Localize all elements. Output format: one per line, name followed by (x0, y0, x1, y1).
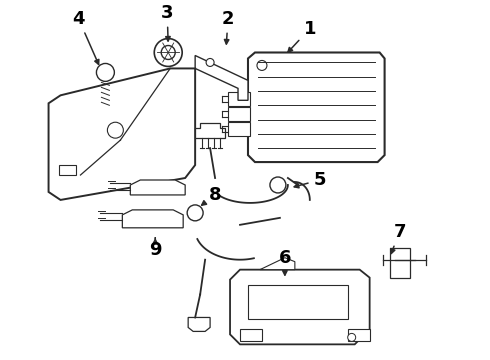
Text: 2: 2 (222, 10, 234, 44)
Circle shape (97, 63, 114, 81)
Circle shape (161, 45, 175, 59)
Polygon shape (248, 285, 348, 319)
Polygon shape (49, 68, 195, 200)
Bar (228, 107, 250, 121)
Bar (348, 329, 369, 341)
Polygon shape (195, 55, 248, 100)
Bar (240, 329, 262, 341)
Circle shape (270, 177, 286, 193)
Polygon shape (188, 318, 210, 332)
Bar (228, 92, 250, 106)
Bar (228, 122, 250, 136)
Bar (390, 248, 410, 278)
Text: 6: 6 (279, 249, 291, 275)
Text: 9: 9 (149, 238, 162, 259)
Circle shape (107, 122, 123, 138)
Text: 3: 3 (161, 4, 173, 41)
Polygon shape (230, 270, 369, 345)
Text: 5: 5 (294, 171, 326, 189)
Circle shape (187, 205, 203, 221)
Polygon shape (195, 123, 225, 138)
Circle shape (257, 60, 267, 71)
Polygon shape (260, 258, 295, 270)
Text: 8: 8 (202, 186, 221, 205)
Polygon shape (122, 210, 183, 228)
Bar (58, 165, 76, 175)
Circle shape (348, 333, 356, 341)
Text: 4: 4 (72, 10, 99, 64)
Polygon shape (130, 180, 185, 195)
Polygon shape (248, 53, 385, 162)
Circle shape (154, 39, 182, 67)
Text: 1: 1 (288, 19, 316, 52)
Circle shape (206, 58, 214, 67)
Text: 7: 7 (391, 223, 406, 253)
